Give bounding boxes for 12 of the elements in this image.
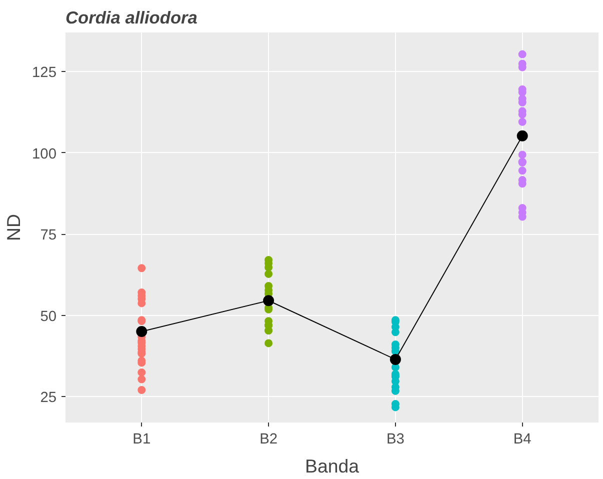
x-tick-label: B3 xyxy=(386,432,404,448)
x-tick-label: B4 xyxy=(513,432,532,448)
y-tick-label: 125 xyxy=(32,65,57,81)
y-tick-label: 50 xyxy=(40,308,57,325)
y-tick-label: 25 xyxy=(40,390,57,406)
x-tick-label: B2 xyxy=(260,432,278,448)
chart-title: Cordia alliodora xyxy=(66,8,198,28)
y-tick-label: 100 xyxy=(32,146,57,162)
y-tick-label: 75 xyxy=(40,228,57,244)
x-tick-label: B1 xyxy=(132,432,151,448)
x-axis-title: Banda xyxy=(305,456,360,476)
y-axis-title: ND xyxy=(3,214,24,241)
